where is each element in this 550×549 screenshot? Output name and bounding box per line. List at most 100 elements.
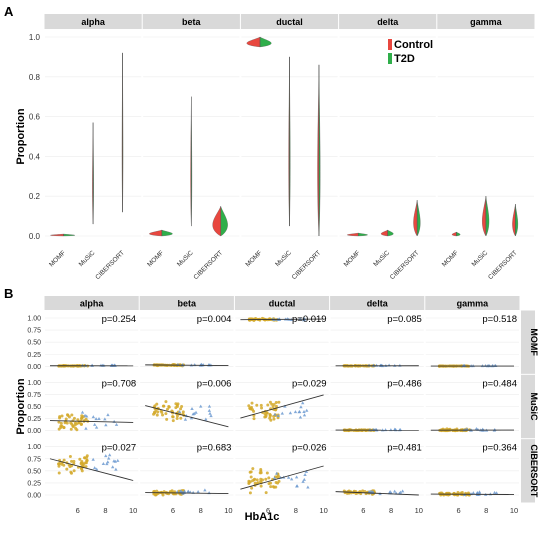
point-t2d bbox=[209, 414, 213, 418]
point-t2d bbox=[288, 411, 293, 415]
point-control bbox=[271, 485, 275, 489]
point-control bbox=[249, 470, 253, 474]
point-t2d bbox=[91, 457, 95, 461]
point-t2d bbox=[302, 477, 306, 481]
point-control bbox=[248, 407, 252, 411]
point-control bbox=[152, 412, 156, 416]
point-control bbox=[70, 413, 74, 417]
row-strip-MuSiC bbox=[521, 374, 535, 439]
point-t2d bbox=[203, 488, 207, 492]
point-t2d bbox=[113, 459, 117, 463]
violin-beta-MOMF-control bbox=[149, 229, 162, 237]
point-control bbox=[73, 423, 77, 427]
point-control bbox=[175, 414, 179, 418]
point-t2d bbox=[471, 491, 476, 495]
point-control bbox=[266, 403, 270, 407]
point-control bbox=[264, 413, 268, 417]
point-control bbox=[156, 491, 160, 495]
violin-delta-MuSiC-control bbox=[380, 229, 388, 237]
method-tick-label: CIBERSORT bbox=[389, 249, 421, 281]
point-control bbox=[164, 400, 168, 404]
panel-a-ytick-label: 0.0 bbox=[29, 232, 41, 241]
legend-key-t2d bbox=[388, 53, 392, 64]
panel-b-ytick-label: 0.75 bbox=[27, 456, 41, 463]
panel-b-ytick-label: 0.00 bbox=[27, 428, 41, 435]
point-control bbox=[260, 406, 264, 410]
point-control bbox=[269, 485, 273, 489]
point-t2d bbox=[110, 465, 115, 469]
point-control bbox=[251, 467, 255, 471]
point-control bbox=[155, 402, 159, 406]
panel-b-xtick-label: 6 bbox=[361, 506, 365, 515]
point-t2d bbox=[199, 404, 203, 408]
panel-b-xtick-label: 10 bbox=[415, 506, 423, 515]
p-value-MOMF-gamma: p=0.518 bbox=[482, 314, 517, 325]
p-value-MOMF-delta: p=0.085 bbox=[387, 314, 422, 325]
point-t2d bbox=[194, 410, 198, 414]
point-control bbox=[265, 471, 269, 475]
facet-strip-gamma bbox=[437, 14, 535, 29]
point-t2d bbox=[273, 412, 277, 416]
point-control bbox=[63, 421, 67, 425]
violin-alpha-MOMF-control bbox=[50, 233, 64, 237]
method-tick-label: CIBERSORT bbox=[94, 249, 126, 281]
method-tick-label: CIBERSORT bbox=[487, 249, 519, 281]
panel-b-ytick-label: 1.00 bbox=[27, 316, 41, 323]
panel-b-ytick-label: 1.00 bbox=[27, 380, 41, 387]
point-t2d bbox=[480, 364, 485, 368]
violin-ductal-CIBERSORT-t2d bbox=[318, 64, 321, 237]
point-control bbox=[68, 455, 72, 459]
point-t2d bbox=[398, 363, 402, 367]
point-t2d bbox=[116, 458, 120, 462]
violin-gamma-MOMF-control bbox=[451, 231, 457, 237]
point-t2d bbox=[92, 466, 97, 470]
point-control bbox=[255, 478, 259, 482]
point-control bbox=[167, 405, 171, 409]
point-t2d bbox=[177, 409, 182, 413]
point-t2d bbox=[189, 416, 194, 420]
row-strip-CIBERSORT bbox=[521, 439, 535, 503]
point-control bbox=[446, 429, 450, 433]
panel-b-ytick-label: 0.75 bbox=[27, 328, 41, 335]
point-control bbox=[171, 419, 175, 423]
point-t2d bbox=[294, 475, 299, 479]
point-t2d bbox=[398, 490, 403, 494]
panel-b-xlabel: HbA1c bbox=[245, 511, 280, 523]
point-control bbox=[84, 465, 88, 469]
row-label-MuSiC: MuSiC bbox=[529, 393, 539, 421]
violin-beta-CIBERSORT-t2d bbox=[220, 206, 228, 237]
point-t2d bbox=[192, 411, 197, 415]
fit-line bbox=[49, 458, 134, 481]
panel-a-ytick-label: 0.2 bbox=[29, 192, 41, 201]
point-control bbox=[255, 403, 259, 407]
point-t2d bbox=[276, 414, 280, 418]
facet-strip-alpha bbox=[44, 296, 139, 310]
point-control bbox=[259, 403, 263, 407]
point-control bbox=[80, 414, 84, 418]
point-t2d bbox=[178, 489, 183, 493]
panel-b-xtick-label: 10 bbox=[319, 506, 327, 515]
point-control bbox=[259, 477, 263, 481]
point-control bbox=[250, 486, 254, 490]
point-control bbox=[72, 459, 76, 463]
point-t2d bbox=[114, 467, 118, 471]
point-t2d bbox=[305, 408, 309, 412]
fit-line bbox=[49, 420, 134, 423]
point-control bbox=[58, 416, 62, 420]
point-t2d bbox=[283, 404, 287, 408]
point-control bbox=[274, 480, 278, 484]
point-control bbox=[59, 421, 63, 425]
point-control bbox=[82, 462, 86, 466]
panel-b-ytick-label: 0.50 bbox=[27, 404, 41, 411]
point-control bbox=[71, 424, 75, 428]
point-t2d bbox=[104, 454, 108, 458]
p-value-CIBERSORT-alpha: p=0.027 bbox=[102, 443, 137, 454]
point-t2d bbox=[295, 484, 299, 488]
facet-strip-beta bbox=[139, 296, 234, 310]
point-control bbox=[175, 403, 179, 407]
method-tick-label: MOMF bbox=[343, 249, 362, 268]
facet-label-gamma: gamma bbox=[457, 299, 490, 309]
point-control bbox=[67, 415, 71, 419]
panel-b-xtick-label: 10 bbox=[224, 506, 232, 515]
